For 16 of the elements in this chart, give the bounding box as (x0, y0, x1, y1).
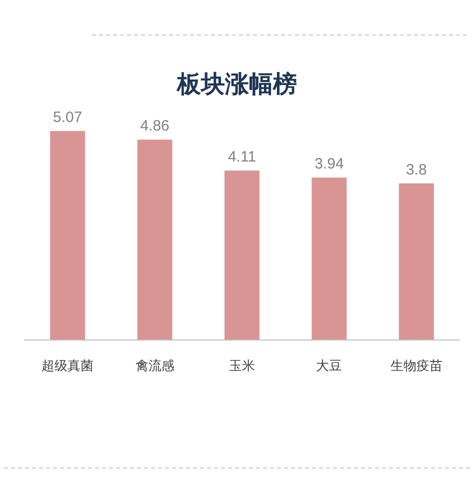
data-label: 4.86 (140, 118, 170, 135)
bar (398, 183, 434, 340)
x-tick-label: 玉米 (229, 359, 255, 374)
x-tick-label: 超级真菌 (42, 359, 94, 374)
bar (137, 140, 172, 340)
bar (224, 170, 260, 340)
x-tick-label: 生物疫苗 (390, 359, 442, 374)
x-tick-label: 禽流感 (135, 358, 174, 374)
bar (312, 178, 347, 340)
bar (50, 131, 86, 340)
data-label: 3.8 (406, 161, 427, 178)
data-label: 3.94 (314, 156, 344, 173)
chart-title: 板块涨幅榜 (176, 70, 297, 98)
data-label: 5.07 (53, 109, 82, 126)
data-label: 4.11 (228, 148, 256, 166)
x-tick-label: 大豆 (316, 359, 342, 374)
